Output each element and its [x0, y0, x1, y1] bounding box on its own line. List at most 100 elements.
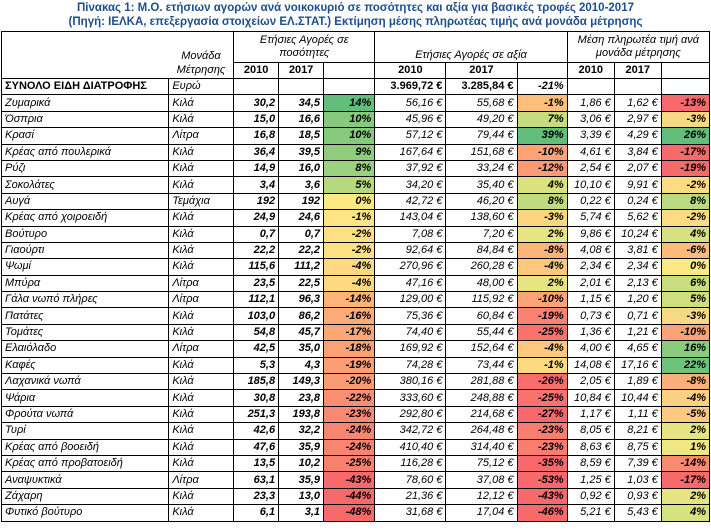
- price-change: 4%: [660, 504, 711, 522]
- price-change: 22%: [660, 356, 711, 375]
- price-change: -13%: [660, 94, 711, 112]
- value-2010: 47,16 €: [374, 274, 447, 293]
- qty-2010: 185,8: [233, 373, 280, 391]
- qty-change: -20%: [323, 373, 376, 391]
- price-2017: 17,16 €: [613, 356, 662, 375]
- name: Γιαούρτι: [0, 241, 170, 260]
- header-row-2: Μέτρησης 2010 2017 2010 2017 2010 2017: [0, 62, 711, 79]
- value-2010: 34,20 €: [374, 176, 447, 194]
- qty-change: 9%: [323, 143, 376, 161]
- price-2017: 0,71 €: [613, 307, 662, 325]
- unit: Κιλά: [168, 356, 235, 375]
- price-change: -5%: [660, 405, 711, 424]
- unit: Κιλά: [168, 454, 235, 473]
- unit-header-line2: Μέτρησης: [168, 62, 235, 79]
- price-2017: 1,03 €: [613, 471, 662, 489]
- qty-2010: 23,3: [233, 487, 280, 506]
- qty-2010: 22,2: [233, 241, 280, 260]
- table-row: Τομάτες Κιλά 54,8 45,7 -17% 74,40 €55,44 € -25…: [0, 323, 711, 342]
- price-group-header: Μέση πληρωτέα τιμή ανά μονάδα μέτρησης: [566, 31, 711, 63]
- qty-change: -17%: [323, 323, 376, 342]
- name: Καφές: [0, 356, 170, 375]
- value-change: -26%: [516, 373, 568, 391]
- price-2010: 1,17 €: [566, 405, 615, 424]
- value-change: -1%: [516, 94, 568, 112]
- value-change: -25%: [516, 323, 568, 342]
- qty-2017: 3,1: [278, 504, 325, 522]
- value-change: -35%: [516, 454, 568, 473]
- qty-2017: 45,7: [278, 323, 325, 342]
- qty-year-2017: 2017: [278, 62, 325, 79]
- qty-change: -24%: [323, 438, 376, 456]
- price-2010: 8,59 €: [566, 454, 615, 473]
- name: Φρούτα νωπά: [0, 405, 170, 424]
- value-2010: 167,64 €: [374, 143, 447, 161]
- unit: Κιλά: [168, 143, 235, 161]
- total-unit: Ευρώ: [168, 77, 235, 96]
- qty-change: 0%: [323, 192, 376, 211]
- price-change: 26%: [660, 127, 711, 145]
- price-2010: 4,00 €: [566, 340, 615, 358]
- qty-group-header: Ετήσιες Αγορές σε ποσότητες: [233, 31, 376, 63]
- value-change: -1%: [516, 356, 568, 375]
- qty-change: 10%: [323, 127, 376, 145]
- qty-2017: 13,0: [278, 487, 325, 506]
- price-change: 8%: [660, 192, 711, 211]
- value-2010: 410,40 €: [374, 438, 447, 456]
- header-row-1: Μονάδα Ετήσιες Αγορές σε ποσότητες Ετήσι…: [0, 31, 711, 63]
- qty-2017: 35,0: [278, 340, 325, 358]
- value-2010: 78,60 €: [374, 471, 447, 489]
- price-year-2017: 2017: [613, 62, 662, 79]
- value-2010: 292,80 €: [374, 405, 447, 424]
- qty-change: -44%: [323, 487, 376, 506]
- qty-change: -23%: [323, 405, 376, 424]
- value-change: -46%: [516, 504, 568, 522]
- qty-2017: 32,2: [278, 422, 325, 440]
- qty-2010: 54,8: [233, 323, 280, 342]
- name: Κρέας από πουλερικά: [0, 143, 170, 161]
- qty-2010: 14,9: [233, 159, 280, 178]
- qty-change: -24%: [323, 422, 376, 440]
- price-2010: 10,10 €: [566, 176, 615, 194]
- price-2010: 2,54 €: [566, 159, 615, 178]
- value-change: -23%: [516, 438, 568, 456]
- value-2010: 31,68 €: [374, 504, 447, 522]
- unit: Κιλά: [168, 110, 235, 129]
- price-2017: 4,65 €: [613, 340, 662, 358]
- name: Ζυμαρικά: [0, 94, 170, 112]
- price-change: -3%: [660, 307, 711, 325]
- qty-2017: 149,3: [278, 373, 325, 391]
- value-2017: 48,00 €: [445, 274, 518, 293]
- food-purchases-table: Μονάδα Ετήσιες Αγορές σε ποσότητες Ετήσι…: [0, 31, 711, 522]
- qty-change: -25%: [323, 454, 376, 473]
- unit-header-line1: Μονάδα: [168, 31, 234, 63]
- value-2010: 75,36 €: [374, 307, 447, 325]
- qty-2017: 18,5: [278, 127, 325, 145]
- unit: Λίτρα: [168, 291, 235, 309]
- table-row: Κρέας από προβατοειδή Κιλά 13,5 10,2 -25% 116…: [0, 454, 711, 473]
- table-row: Κρασί Λίτρα 16,8 18,5 10% 57,12 €79,44 €39% 3,…: [0, 127, 711, 145]
- unit: Λίτρα: [168, 274, 235, 293]
- value-change: 2%: [516, 274, 568, 293]
- unit: Κιλά: [168, 176, 235, 194]
- title-line-1: Πίνακας 1: Μ.Ο. ετήσιων αγορών ανά νοικο…: [76, 2, 634, 14]
- price-2010: 5,74 €: [566, 209, 615, 227]
- qty-2010: 47,6: [233, 438, 280, 456]
- value-2010: 129,00 €: [374, 291, 447, 309]
- price-change: 6%: [660, 274, 711, 293]
- name: Ελαιόλαδο: [0, 340, 170, 358]
- total-name: ΣΥΝΟΛΟ ΕΙΔΗ ΔΙΑΤΡΟΦΗΣ: [0, 77, 170, 96]
- qty-2017: 0,7: [278, 225, 325, 243]
- value-2017: 281,88 €: [445, 373, 518, 391]
- qty-2017: 10,2: [278, 454, 325, 473]
- qty-change: -4%: [323, 274, 376, 293]
- price-change: -17%: [660, 471, 711, 489]
- price-change: -6%: [660, 241, 711, 260]
- value-2017: 75,12 €: [445, 454, 518, 473]
- value-change: 2%: [516, 225, 568, 243]
- qty-2010: 30,8: [233, 389, 280, 407]
- unit: Κιλά: [168, 241, 235, 260]
- qty-2010: 23,5: [233, 274, 280, 293]
- value-2017: 260,28 €: [445, 258, 518, 276]
- name: Λαχανικά νωπά: [0, 373, 170, 391]
